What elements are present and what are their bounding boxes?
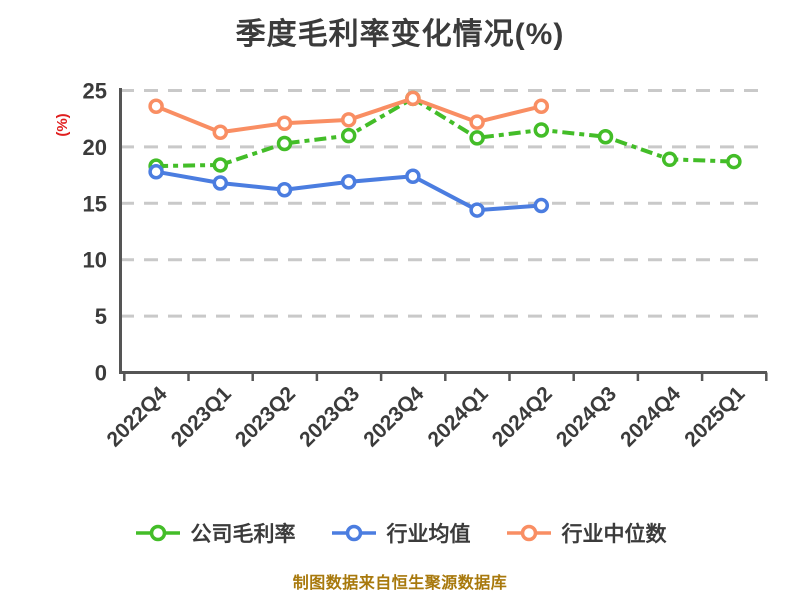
x-tick-label: 2023Q2 <box>231 382 300 451</box>
x-tick-label: 2024Q3 <box>552 382 621 451</box>
data-point-marker <box>469 130 485 146</box>
legend: 公司毛利率 行业均值 行业中位数 <box>0 518 800 548</box>
y-tick-label: 5 <box>95 304 107 329</box>
x-tick-label: 2024Q4 <box>616 382 685 451</box>
data-point-marker <box>276 135 293 152</box>
y-tick-label: 25 <box>83 79 107 104</box>
data-point-marker <box>469 114 485 130</box>
data-point-marker <box>340 112 357 128</box>
y-tick-label: 15 <box>83 191 107 216</box>
data-point-marker <box>533 122 550 138</box>
legend-item-industry-mean: 行业均值 <box>330 518 471 548</box>
data-point-marker <box>405 168 421 184</box>
data-point-marker <box>212 175 229 191</box>
data-point-marker <box>726 153 742 170</box>
data-point-marker <box>533 197 550 214</box>
data-point-marker <box>148 163 164 180</box>
data-point-marker <box>533 98 550 115</box>
x-tick-label: 2022Q4 <box>103 382 172 451</box>
legend-label-industry-mean: 行业均值 <box>386 523 471 546</box>
y-tick-label: 20 <box>83 135 107 160</box>
legend-label-industry-median: 行业中位数 <box>561 523 667 546</box>
x-tick-label: 2025Q1 <box>680 382 749 451</box>
data-point-marker <box>148 98 164 115</box>
data-point-marker <box>212 157 229 173</box>
legend-label-company-gross-margin: 公司毛利率 <box>190 523 296 546</box>
footer-note: 制图数据来自恒生聚源数据库 <box>292 575 508 592</box>
legend-line-marker-icon <box>135 524 180 542</box>
data-point-marker <box>340 127 357 144</box>
legend-line-marker-icon <box>506 524 551 542</box>
x-tick-label: 2024Q1 <box>424 382 493 451</box>
legend-line-marker-icon <box>331 524 376 542</box>
series-line-0 <box>156 96 734 169</box>
data-point-marker <box>405 90 421 107</box>
data-point-marker <box>661 151 678 168</box>
y-tick-label: 0 <box>95 361 107 386</box>
data-point-marker <box>469 202 485 218</box>
x-tick-label: 2023Q1 <box>167 382 236 451</box>
data-point-marker <box>212 124 229 140</box>
data-point-marker <box>597 128 614 145</box>
legend-item-company-gross-margin: 公司毛利率 <box>134 518 296 548</box>
data-point-marker <box>276 182 293 198</box>
legend-item-industry-median: 行业中位数 <box>505 518 667 548</box>
data-point-marker <box>340 174 357 190</box>
data-point-marker <box>276 115 293 131</box>
x-tick-label: 2023Q3 <box>295 382 364 451</box>
x-tick-label: 2023Q4 <box>359 382 428 451</box>
y-tick-label: 10 <box>83 248 107 273</box>
x-tick-label: 2024Q2 <box>488 382 557 451</box>
chart-title: 季度毛利率变化情况(%) <box>235 18 565 51</box>
